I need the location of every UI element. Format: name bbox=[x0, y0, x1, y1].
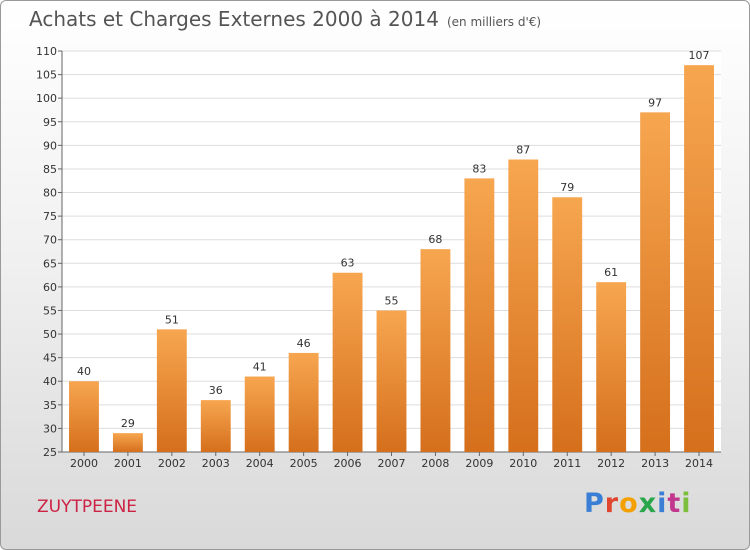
chart-title-block: Achats et Charges Externes 2000 à 2014 (e… bbox=[29, 7, 541, 31]
logo-letter: i bbox=[657, 488, 668, 519]
x-tick-label-2014: 2014 bbox=[685, 457, 713, 470]
y-tick-label: 65 bbox=[43, 257, 57, 270]
logo-letter: x bbox=[638, 488, 658, 519]
x-tick-label-2004: 2004 bbox=[246, 457, 274, 470]
data-label-2012: 61 bbox=[604, 266, 618, 279]
data-label-2011: 79 bbox=[560, 181, 574, 194]
data-label-2003: 36 bbox=[209, 384, 223, 397]
logo-letter: P bbox=[584, 488, 605, 519]
data-label-2008: 68 bbox=[428, 233, 442, 246]
x-tick-label-2005: 2005 bbox=[290, 457, 318, 470]
chart-subtitle: (en milliers d'€) bbox=[446, 15, 542, 29]
chart-title: Achats et Charges Externes 2000 à 2014 bbox=[29, 7, 439, 31]
y-tick-label: 105 bbox=[36, 69, 57, 82]
y-tick-label: 40 bbox=[43, 375, 57, 388]
x-tick-label-2006: 2006 bbox=[334, 457, 362, 470]
x-tick-label-2003: 2003 bbox=[202, 457, 230, 470]
data-label-2001: 29 bbox=[121, 417, 135, 430]
x-tick-label-2008: 2008 bbox=[421, 457, 449, 470]
logo-letter: r bbox=[604, 488, 620, 519]
commune-name: ZUYTPEENE bbox=[37, 497, 138, 517]
bar-2003 bbox=[200, 400, 231, 452]
logo-letter: t bbox=[667, 488, 682, 519]
y-tick-label: 85 bbox=[43, 163, 57, 176]
bar-2004 bbox=[244, 376, 275, 452]
data-label-2014: 107 bbox=[689, 49, 710, 62]
x-tick-label-2010: 2010 bbox=[509, 457, 537, 470]
bar-2013 bbox=[640, 112, 671, 453]
bar-2010 bbox=[508, 159, 539, 452]
y-tick-label: 80 bbox=[43, 187, 57, 200]
x-tick-label-2009: 2009 bbox=[465, 457, 493, 470]
y-tick-label: 95 bbox=[43, 116, 57, 129]
data-label-2004: 41 bbox=[253, 361, 267, 374]
y-tick-label: 30 bbox=[43, 422, 57, 435]
y-tick-label: 110 bbox=[36, 45, 57, 58]
bar-2009 bbox=[464, 178, 495, 452]
y-tick-label: 100 bbox=[36, 92, 57, 105]
logo-letter: i bbox=[681, 488, 692, 519]
y-tick-label: 45 bbox=[43, 352, 57, 365]
bar-2006 bbox=[332, 272, 363, 452]
x-tick-label-2000: 2000 bbox=[70, 457, 98, 470]
x-tick-label-2002: 2002 bbox=[158, 457, 186, 470]
bar-2011 bbox=[552, 197, 583, 452]
data-label-2005: 46 bbox=[297, 337, 311, 350]
bar-2000 bbox=[69, 381, 99, 452]
y-tick-label: 70 bbox=[43, 234, 57, 247]
data-label-2002: 51 bbox=[165, 313, 179, 326]
x-tick-label-2007: 2007 bbox=[378, 457, 406, 470]
y-tick-label: 75 bbox=[43, 210, 57, 223]
data-label-2010: 87 bbox=[516, 144, 530, 157]
data-label-2013: 97 bbox=[648, 96, 662, 109]
data-label-2009: 83 bbox=[472, 162, 486, 175]
bar-2014 bbox=[684, 65, 714, 452]
y-tick-label: 35 bbox=[43, 399, 57, 412]
data-label-2000: 40 bbox=[77, 365, 91, 378]
data-label-2006: 63 bbox=[341, 257, 355, 270]
y-tick-label: 25 bbox=[43, 446, 57, 459]
data-label-2007: 55 bbox=[385, 294, 399, 307]
y-tick-label: 60 bbox=[43, 281, 57, 294]
x-tick-label-2012: 2012 bbox=[597, 457, 625, 470]
bar-2001 bbox=[112, 433, 143, 452]
bar-2008 bbox=[420, 249, 451, 452]
bar-2007 bbox=[376, 310, 407, 452]
logo-letter: o bbox=[619, 488, 639, 519]
bar-2005 bbox=[288, 352, 319, 452]
bar-2012 bbox=[596, 282, 627, 452]
y-tick-label: 50 bbox=[43, 328, 57, 341]
bar-2002 bbox=[156, 329, 187, 452]
y-tick-label: 90 bbox=[43, 139, 57, 152]
x-tick-label-2011: 2011 bbox=[553, 457, 581, 470]
y-tick-label: 55 bbox=[43, 304, 57, 317]
proxiti-logo: Proxiti bbox=[584, 488, 692, 519]
x-tick-label-2001: 2001 bbox=[114, 457, 142, 470]
x-tick-label-2013: 2013 bbox=[641, 457, 669, 470]
